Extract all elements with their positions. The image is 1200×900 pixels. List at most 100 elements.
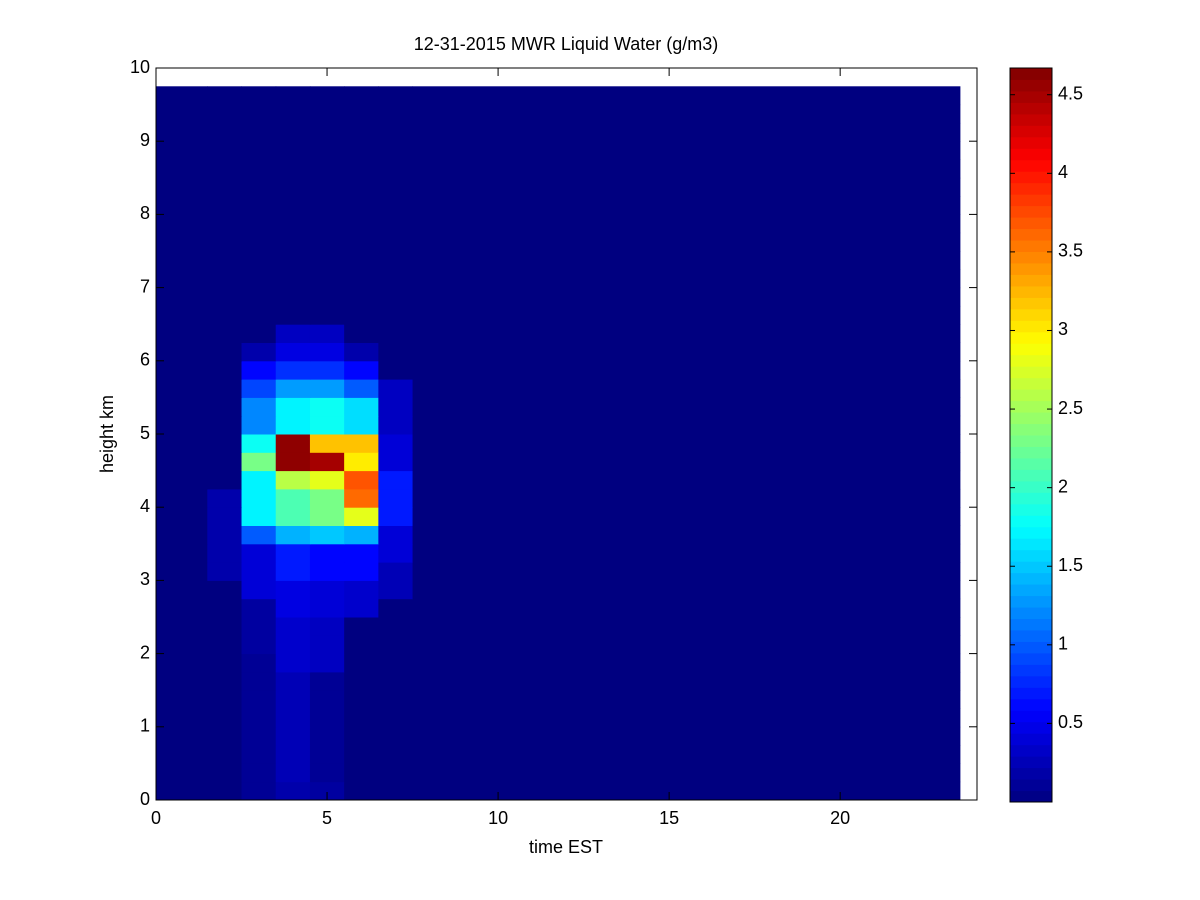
colorbar-step (1010, 744, 1052, 757)
heat-cell (412, 507, 961, 526)
heat-cell (275, 671, 311, 691)
heat-cell (412, 562, 961, 581)
heat-cell (412, 470, 961, 490)
heat-cell (275, 141, 311, 160)
y-tick-label: 10 (130, 57, 150, 77)
heat-cell (207, 598, 243, 618)
heat-cell (207, 122, 243, 142)
heat-cell (378, 232, 414, 252)
heat-cell (207, 104, 243, 124)
heat-cell (241, 763, 277, 783)
heat-cell (344, 122, 379, 142)
heat-cell (309, 305, 345, 325)
heat-cell (207, 562, 243, 581)
heat-cell (309, 617, 345, 636)
heat-cell (241, 379, 277, 398)
heat-cell (378, 360, 414, 380)
heat-cell (344, 342, 379, 362)
colorbar-tick-label: 4 (1058, 162, 1068, 182)
heat-cell (275, 415, 311, 435)
heat-cell (412, 690, 961, 709)
y-tick-label: 9 (140, 130, 150, 150)
x-tick-label: 20 (830, 808, 850, 828)
heat-cell (309, 543, 345, 563)
colorbar-step (1010, 698, 1052, 711)
heat-cell (275, 342, 311, 362)
heat-cell (241, 415, 277, 435)
heat-cell (309, 232, 345, 252)
heat-cell (241, 470, 277, 490)
heat-cell (241, 159, 277, 179)
heat-cell (241, 726, 277, 746)
heat-cell (412, 781, 961, 801)
heat-cell (412, 488, 961, 508)
heat-cell (207, 781, 243, 801)
heat-cell (344, 305, 379, 325)
colorbar-step (1010, 68, 1052, 80)
heat-cell (344, 580, 379, 600)
heat-cell (275, 598, 311, 618)
heat-cell (412, 214, 961, 234)
heat-cell (207, 488, 243, 508)
heat-cell (412, 251, 961, 270)
heat-cell (309, 470, 345, 490)
heat-cell (309, 671, 345, 691)
heat-cell (156, 269, 208, 289)
heat-cell (412, 671, 961, 691)
heat-cell (241, 488, 277, 508)
heat-cell (378, 379, 414, 398)
heat-cell (207, 580, 243, 600)
heat-cell (378, 141, 414, 160)
heat-cell (378, 104, 414, 124)
heat-cell (309, 452, 345, 472)
heat-cell (241, 708, 277, 728)
heat-cell (378, 415, 414, 435)
heat-cell (275, 434, 311, 453)
colorbar-step (1010, 240, 1052, 252)
colorbar-step (1010, 148, 1052, 161)
colorbar-step (1010, 457, 1052, 470)
heat-cell (344, 324, 379, 343)
y-tick-label: 6 (140, 350, 150, 370)
heat-cell (156, 104, 208, 124)
heat-cell (412, 397, 961, 417)
colorbar-step (1010, 228, 1052, 241)
heat-cell (207, 287, 243, 307)
heat-cell (412, 617, 961, 636)
heat-cell (309, 104, 345, 124)
heat-cell (378, 763, 414, 783)
heat-cell (275, 269, 311, 289)
colorbar-step (1010, 515, 1052, 528)
heat-cell (275, 525, 311, 545)
heat-cell (241, 214, 277, 234)
colorbar-step (1010, 389, 1052, 402)
heat-cell (156, 159, 208, 179)
heat-cell (241, 232, 277, 252)
heat-cell (412, 104, 961, 124)
heat-cell (412, 177, 961, 197)
heat-cell (156, 635, 208, 655)
heat-cell (309, 397, 345, 417)
heat-cell (241, 122, 277, 142)
heat-cell (309, 653, 345, 673)
colorbar: 0.5 1 1.5 2 2.5 3 3.5 4 4.5 (1009, 67, 1083, 803)
heat-cell (275, 781, 311, 801)
heat-cell (309, 434, 345, 453)
colorbar-step (1010, 549, 1052, 562)
heat-cell (378, 580, 414, 600)
heat-cell (309, 287, 345, 307)
colorbar-step (1010, 194, 1052, 207)
heat-cell (156, 781, 208, 801)
colorbar-step (1010, 618, 1052, 631)
colorbar-tick-label: 3 (1058, 319, 1068, 339)
colorbar-step (1010, 159, 1052, 172)
heat-cell (344, 269, 379, 289)
heat-cell (309, 763, 345, 783)
heat-cell (156, 196, 208, 215)
heat-cell (309, 159, 345, 179)
colorbar-step (1010, 526, 1052, 539)
heat-cell (275, 653, 311, 673)
heat-cell (207, 196, 243, 215)
heat-cell (241, 598, 277, 618)
heat-cell (207, 177, 243, 197)
